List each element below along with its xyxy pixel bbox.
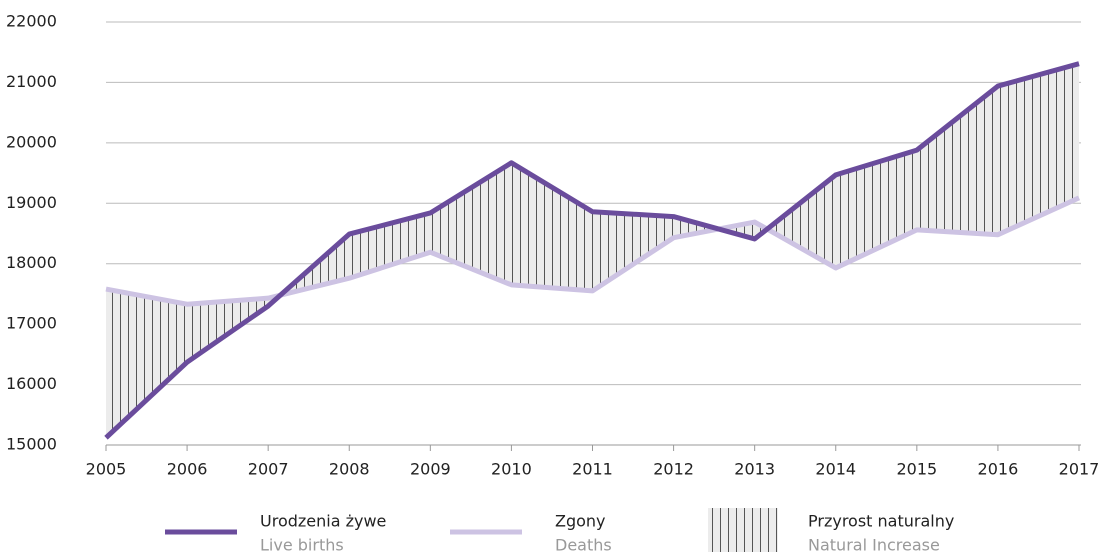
x-tick-label: 2013 [734, 460, 775, 479]
x-tick-label: 2010 [491, 460, 532, 479]
y-tick-label: 16000 [6, 374, 57, 393]
legend-label: Urodzenia żywe [260, 512, 386, 531]
legend-label: Zgony [555, 512, 606, 531]
x-tick-label: 2016 [978, 460, 1019, 479]
y-tick-label: 20000 [6, 132, 57, 151]
legend-label: Przyrost naturalny [808, 512, 954, 531]
x-tick-label: 2012 [653, 460, 694, 479]
x-tick-label: 2014 [815, 460, 856, 479]
natural-increase-area [106, 63, 1079, 438]
y-tick-label: 18000 [6, 253, 57, 272]
x-tick-label: 2011 [572, 460, 613, 479]
y-tick-label: 17000 [6, 314, 57, 333]
y-tick-label: 21000 [6, 72, 57, 91]
legend-swatch [708, 508, 778, 552]
x-tick-label: 2009 [410, 460, 451, 479]
x-tick-label: 2005 [86, 460, 127, 479]
legend-sublabel: Live births [260, 536, 344, 555]
y-tick-label: 22000 [6, 12, 57, 31]
line-series [104, 61, 1080, 440]
x-tick-label: 2017 [1059, 460, 1100, 479]
x-tick-label: 2006 [167, 460, 208, 479]
y-tick-label: 15000 [6, 435, 57, 454]
y-tick-label: 19000 [6, 193, 57, 212]
legend-sublabel: Natural Increase [808, 536, 940, 555]
line-series [105, 195, 1081, 307]
legend-sublabel: Deaths [555, 536, 612, 555]
x-tick-label: 2008 [329, 460, 370, 479]
x-tick-label: 2007 [248, 460, 289, 479]
x-tick-label: 2015 [896, 460, 937, 479]
